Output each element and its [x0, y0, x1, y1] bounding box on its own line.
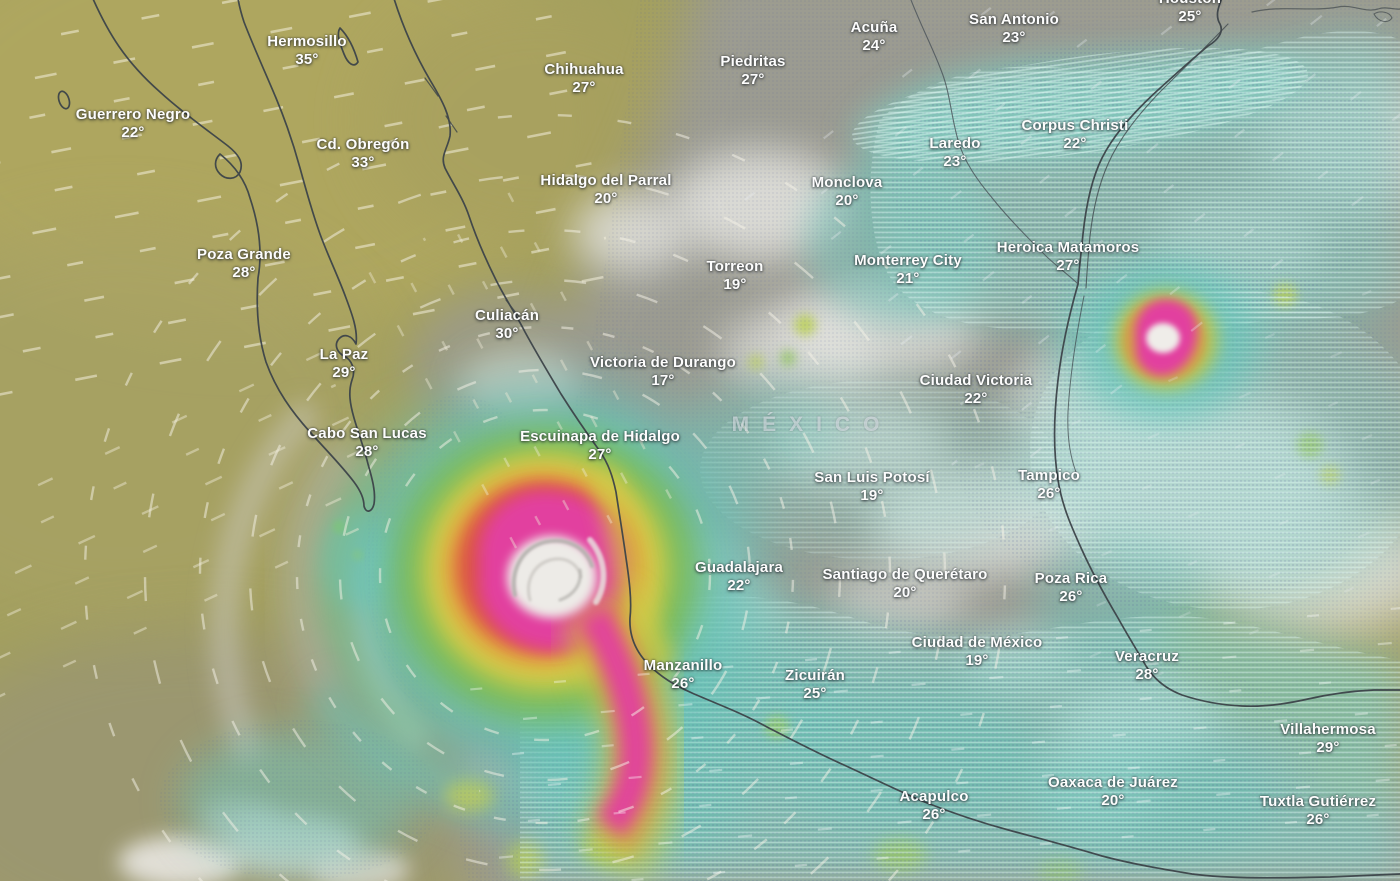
- city-label-zicuiran[interactable]: Zicuirán 25°: [785, 667, 845, 702]
- city-label-poza-rica[interactable]: Poza Rica 26°: [1034, 570, 1108, 605]
- hurricane-eye-swirl: [511, 537, 607, 605]
- city-label-veracruz[interactable]: Veracruz 28°: [1114, 648, 1180, 683]
- coastal-barrier-islets: [424, 77, 521, 319]
- city-label-san-luis-potosi[interactable]: San Luis Potosí 19°: [814, 469, 930, 504]
- country-label-mexico: MÉXICO: [731, 413, 893, 436]
- city-label-escuinapa-de-hidalgo[interactable]: Escuinapa de Hidalgo 27°: [520, 428, 680, 463]
- coastal-islet-ne: [1373, 11, 1393, 23]
- city-label-hidalgo-del-parral[interactable]: Hidalgo del Parral 20°: [540, 172, 672, 207]
- city-label-corpus-christi[interactable]: Corpus Christi 22°: [1021, 117, 1129, 152]
- city-label-ciudad-victoria[interactable]: Ciudad Victoria 22°: [919, 372, 1033, 407]
- city-label-guadalajara[interactable]: Guadalajara 22°: [694, 559, 784, 594]
- city-label-ciudad-de-mexico[interactable]: Ciudad de México 19°: [911, 634, 1043, 669]
- texas-coastline: [1077, 0, 1223, 285]
- city-label-guerrero-negro[interactable]: Guerrero Negro 22°: [75, 106, 191, 141]
- gulf-storm-white-core: [1146, 323, 1180, 353]
- city-label-piedritas[interactable]: Piedritas 27°: [720, 53, 786, 88]
- city-label-heroica-matamoros[interactable]: Heroica Matamoros 27°: [996, 239, 1140, 274]
- hurricane-eye: [507, 536, 597, 618]
- city-label-villahermosa[interactable]: Villahermosa 29°: [1280, 721, 1376, 756]
- city-label-hermosillo[interactable]: Hermosillo 35°: [267, 33, 347, 68]
- gulf-of-mexico-coastline: [1053, 283, 1400, 708]
- city-label-monclova[interactable]: Monclova 20°: [811, 174, 883, 209]
- city-label-cabo-san-lucas[interactable]: Cabo San Lucas 28°: [307, 425, 427, 460]
- coastline-layer: [57, 0, 1400, 879]
- city-label-laredo[interactable]: Laredo 23°: [929, 135, 981, 170]
- gulf-storm-cell: [1082, 267, 1252, 417]
- city-label-culiacan[interactable]: Culiacán 30°: [474, 307, 540, 342]
- city-label-houston[interactable]: Houston25°: [1159, 0, 1221, 25]
- isla-cedros: [57, 90, 71, 110]
- city-label-acuna[interactable]: Acuña 24°: [850, 19, 898, 54]
- rainband-magenta-trail: [579, 606, 653, 836]
- isla-angel-de-la-guarda: [337, 27, 359, 66]
- louisiana-coastline: [1251, 5, 1400, 13]
- laguna-madre-barrier: [1067, 295, 1085, 473]
- city-label-monterrey-city[interactable]: Monterrey City 21°: [854, 252, 962, 287]
- city-label-manzanillo[interactable]: Manzanillo 26°: [643, 657, 723, 692]
- city-label-la-paz[interactable]: La Paz 29°: [319, 346, 369, 381]
- city-label-tampico[interactable]: Tampico 26°: [1018, 467, 1080, 502]
- city-label-chihuahua[interactable]: Chihuahua 27°: [544, 61, 624, 96]
- city-label-san-antonio[interactable]: San Antonio 23°: [969, 11, 1059, 46]
- city-label-victoria-de-durango[interactable]: Victoria de Durango 17°: [589, 354, 737, 389]
- city-label-torreon[interactable]: Torreon 19°: [706, 258, 764, 293]
- padre-island-barrier: [1085, 23, 1229, 289]
- city-label-cd-obregon[interactable]: Cd. Obregón 33°: [316, 136, 410, 171]
- baja-california-coastline: [92, 0, 376, 512]
- city-label-poza-grande[interactable]: Poza Grande 28°: [197, 246, 291, 281]
- rio-grande-river: [910, 0, 1079, 285]
- hurricane: [324, 385, 763, 881]
- city-label-tuxtla-gutierrez[interactable]: Tuxtla Gutiérrez 26°: [1259, 793, 1377, 828]
- city-label-oaxaca-de-juarez[interactable]: Oaxaca de Juárez 20°: [1048, 774, 1178, 809]
- mainland-pacific-coastline: [393, 0, 1400, 879]
- city-label-santiago-de-queretaro[interactable]: Santiago de Querétaro 20°: [822, 566, 988, 601]
- city-label-acapulco[interactable]: Acapulco 26°: [899, 788, 969, 823]
